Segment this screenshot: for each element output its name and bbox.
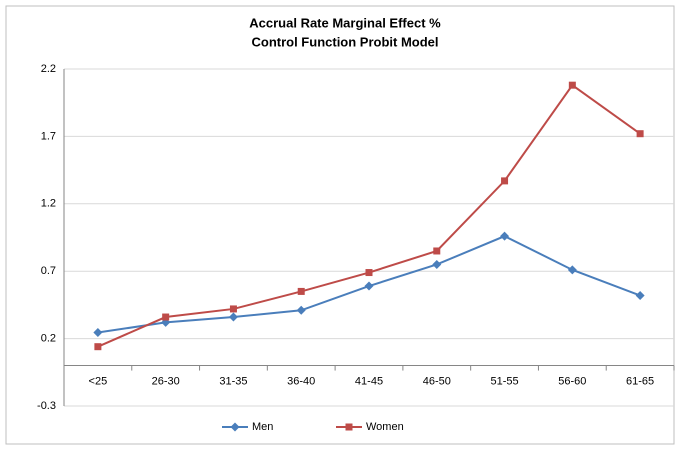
- marker: [228, 312, 238, 322]
- y-tick-label: 1.7: [41, 130, 56, 142]
- marker: [93, 328, 103, 338]
- y-tick-label: -0.3: [37, 400, 56, 412]
- marker: [432, 259, 442, 269]
- x-tick-label: 36-40: [287, 375, 315, 387]
- marker: [501, 177, 509, 185]
- chart-border: [5, 5, 675, 445]
- y-tick-label: 1.2: [41, 198, 56, 210]
- marker: [296, 305, 306, 315]
- marker: [433, 247, 441, 255]
- x-tick-label: 46-50: [423, 375, 451, 387]
- legend-label: Men: [252, 421, 273, 433]
- chart-subtitle: Control Function Probit Model: [251, 34, 438, 49]
- marker: [297, 287, 305, 295]
- marker: [365, 269, 373, 277]
- x-tick-label: 26-30: [152, 375, 180, 387]
- marker: [636, 130, 644, 138]
- marker: [500, 231, 510, 241]
- marker: [364, 281, 374, 291]
- x-tick-label: 41-45: [355, 375, 383, 387]
- marker: [345, 423, 353, 431]
- y-tick-label: 2.2: [41, 63, 56, 75]
- x-tick-label: 31-35: [219, 375, 247, 387]
- marker: [162, 313, 170, 321]
- marker: [567, 265, 577, 275]
- marker: [229, 305, 237, 313]
- marker: [230, 422, 240, 432]
- legend-label: Women: [366, 421, 404, 433]
- x-tick-label: 61-65: [626, 375, 654, 387]
- x-tick-label: 51-55: [490, 375, 518, 387]
- x-tick-label: <25: [89, 375, 108, 387]
- marker: [635, 290, 645, 300]
- x-tick-label: 56-60: [558, 375, 586, 387]
- y-tick-label: 0.2: [41, 333, 56, 345]
- chart-title: Accrual Rate Marginal Effect %: [249, 15, 441, 30]
- marker: [568, 81, 576, 89]
- y-tick-label: 0.7: [41, 265, 56, 277]
- marker: [94, 343, 102, 351]
